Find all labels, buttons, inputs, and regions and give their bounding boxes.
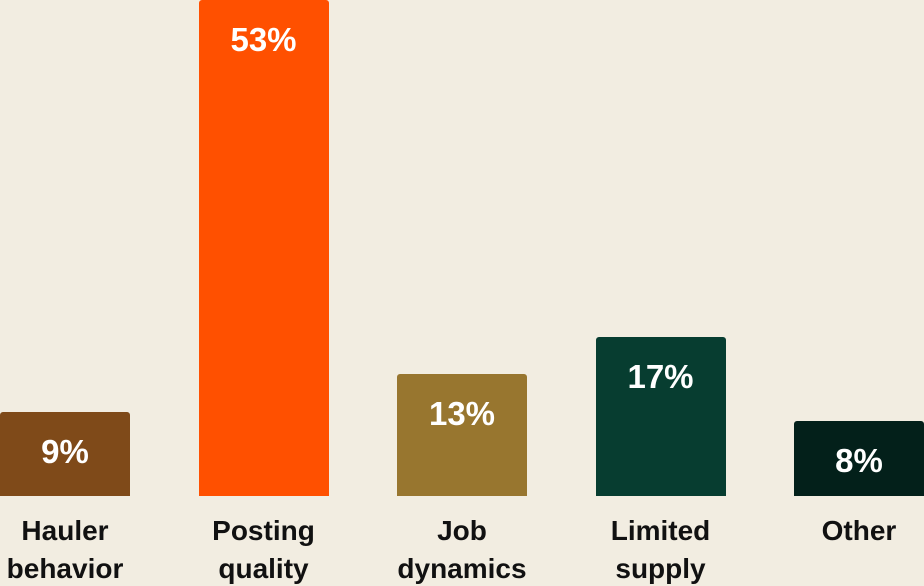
bar — [0, 411, 130, 496]
category-label: Hauler behavior — [6, 515, 124, 584]
category-label: Posting quality — [212, 515, 315, 584]
value-label: 17% — [627, 357, 694, 395]
bar — [595, 336, 726, 496]
bar — [794, 421, 924, 496]
value-label: 13% — [428, 395, 496, 433]
bar — [198, 0, 329, 496]
value-label: 9% — [41, 432, 89, 470]
category-label: Limited supply — [610, 515, 711, 584]
bar — [397, 374, 527, 496]
value-label: 8% — [835, 442, 883, 480]
value-label: 53% — [230, 21, 297, 58]
category-label: Other — [821, 515, 897, 546]
category-label: Job dynamics — [397, 515, 527, 584]
